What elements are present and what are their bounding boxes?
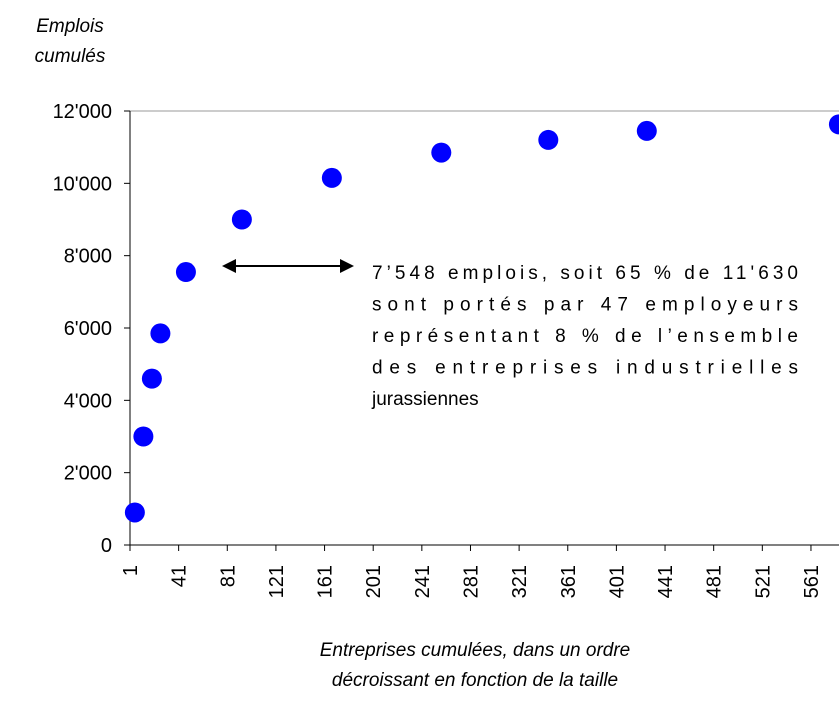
y-tick-label: 0 [101, 535, 112, 557]
y-axis-title: cumulés [35, 46, 106, 67]
annotation: jurassiennes [371, 389, 479, 410]
x-tick-label: 521 [752, 565, 774, 598]
x-tick-label: 441 [655, 565, 677, 598]
x-axis-title: Entreprises cumulées, dans un ordre [320, 640, 631, 661]
x-tick-label: 161 [315, 565, 337, 598]
point [636, 120, 657, 141]
x-tick-label: 321 [509, 565, 531, 598]
y-tick-label: 6'000 [64, 318, 112, 340]
point [133, 426, 154, 447]
y-axis-title: Emplois [36, 16, 104, 37]
x-axis-title: décroissant en fonction de la taille [332, 670, 618, 691]
annotation: 7’548 emplois, soit 65 % de 11'630 [372, 263, 798, 284]
arrow [222, 259, 354, 273]
x-tick-label: 1 [120, 565, 142, 576]
annotation: des entreprises industrielles [372, 358, 798, 379]
point [124, 502, 145, 523]
point [141, 368, 162, 389]
x-tick-label: 201 [363, 565, 385, 598]
x-tick-label: 361 [558, 565, 580, 598]
point [321, 167, 342, 188]
y-tick-label: 10'000 [53, 173, 112, 195]
x-tick-label: 281 [460, 565, 482, 598]
x-tick-label: 401 [606, 565, 628, 598]
x-tick-label: 41 [169, 565, 191, 587]
x-tick-label: 561 [801, 565, 823, 598]
x-tick-label: 81 [217, 565, 239, 587]
y-tick-label: 8'000 [64, 246, 112, 268]
point [175, 262, 196, 283]
x-tick-label: 481 [704, 565, 726, 598]
point [150, 323, 171, 344]
y-tick-label: 12'000 [53, 101, 112, 123]
point [431, 142, 452, 163]
annotation: représentant 8 % de l’ensemble [372, 326, 798, 347]
x-tick-label: 241 [412, 565, 434, 598]
annotation: sont portés par 47 employeurs [372, 295, 798, 316]
point [231, 209, 252, 230]
point [828, 114, 839, 135]
y-tick-label: 2'000 [64, 463, 112, 485]
point [538, 129, 559, 150]
y-tick-label: 4'000 [64, 390, 112, 412]
x-tick-label: 121 [266, 565, 288, 598]
